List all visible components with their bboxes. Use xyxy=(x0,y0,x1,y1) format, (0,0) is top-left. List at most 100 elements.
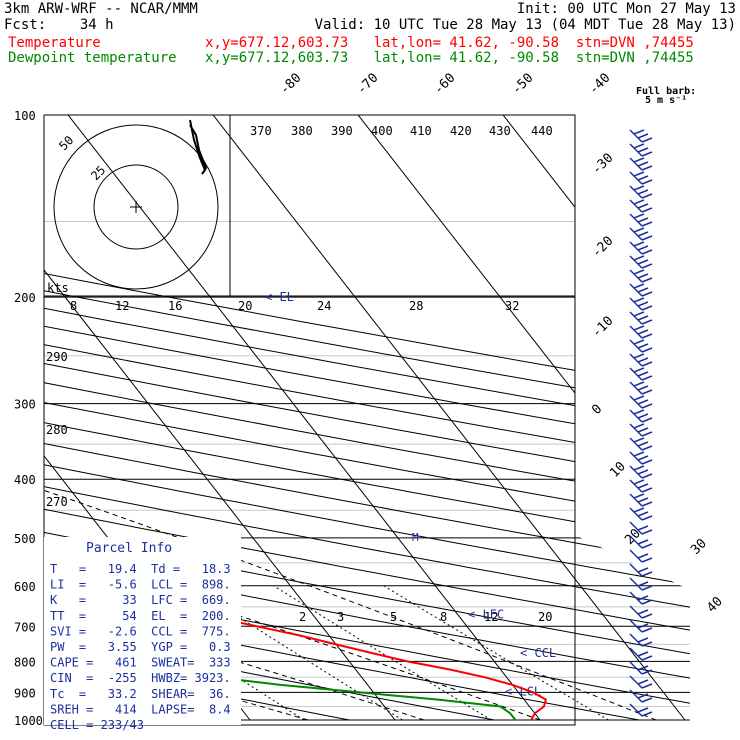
isotherm-label: -60 xyxy=(431,71,458,98)
wind-barb-flag xyxy=(641,151,653,157)
wind-barb-flag xyxy=(641,669,653,675)
isotherm xyxy=(212,115,686,721)
parcel-info-row: CELL = 233/43 xyxy=(50,718,144,732)
model-title: 3km ARW-WRF -- NCAR/MMM xyxy=(4,1,198,17)
pressure-label: 500 xyxy=(14,532,36,546)
theta-label: 390 xyxy=(331,124,353,138)
m-marker: M xyxy=(412,531,419,544)
wind-barb-flag xyxy=(633,227,645,233)
wind-barb-flag xyxy=(633,465,645,471)
wind-barb-flag xyxy=(641,599,653,605)
theta-label: 410 xyxy=(410,124,432,138)
wind-barbs: Full barb:5 m s⁻¹ xyxy=(629,86,696,717)
pressure-label: 400 xyxy=(14,473,36,487)
wind-barb-flag xyxy=(637,147,649,153)
isotherm xyxy=(67,115,541,721)
temperature-legend-info: x,y=677.12,603.73 lat,lon= 41.62, -90.58… xyxy=(205,35,694,51)
wind-barb-flag xyxy=(633,143,645,149)
wind-barb-flag xyxy=(641,361,653,367)
wind-barb xyxy=(629,269,643,283)
wind-barb-flag xyxy=(641,655,653,661)
wind-barb xyxy=(629,157,643,171)
wind-barb xyxy=(629,549,643,563)
wind-barb xyxy=(629,563,643,577)
wind-barb-flag xyxy=(633,199,645,205)
wind-barb-flag xyxy=(641,711,653,717)
pressure-label: 700 xyxy=(14,620,36,634)
wind-barb-flag xyxy=(641,277,653,283)
wind-barb-flag xyxy=(641,207,653,213)
isotherm-label: -10 xyxy=(589,314,616,341)
parcel-info-background xyxy=(44,537,241,725)
temperature-trace xyxy=(44,115,547,721)
theta-label: 420 xyxy=(450,124,472,138)
wind-barb xyxy=(629,311,643,325)
wind-barb-flag xyxy=(637,455,649,461)
forecast-hour: Fcst: 34 h xyxy=(4,17,114,33)
wind-barb-flag xyxy=(633,493,645,499)
level-ccl-label: < CCL xyxy=(520,646,556,660)
parcel-info-panel: Parcel Info T = 19.4 Td = 18.3 LI = -5.6 L… xyxy=(44,537,241,732)
wind-barb-flag xyxy=(641,487,653,493)
wind-barb-flag xyxy=(641,417,653,423)
wind-barb xyxy=(629,661,643,675)
wind-barb xyxy=(629,213,643,227)
wind-barb-flag xyxy=(641,333,653,339)
wind-barb xyxy=(629,143,643,157)
wind-barb-flag xyxy=(637,483,649,489)
wind-barb-flag xyxy=(633,157,645,163)
wind-barb xyxy=(629,591,643,605)
wind-barb-flag xyxy=(637,651,649,657)
wind-barb xyxy=(629,535,643,549)
isotherm-label: 40 xyxy=(704,594,726,616)
wind-barb xyxy=(629,409,643,423)
wind-barb-flag xyxy=(641,557,653,563)
wind-barb-flag xyxy=(641,305,653,311)
wind-barb-flag xyxy=(641,473,653,479)
mixing-ratio-line xyxy=(189,585,403,721)
wind-barb xyxy=(629,437,643,451)
wind-barb-flag xyxy=(633,269,645,275)
wind-barb-flag xyxy=(633,423,645,429)
theta-label: 370 xyxy=(250,124,272,138)
wind-barb xyxy=(629,367,643,381)
hodograph-ring xyxy=(93,164,179,250)
wind-barb-flag xyxy=(641,221,653,227)
wind-barb-flag xyxy=(641,263,653,269)
speed-axis-label: 8 xyxy=(70,299,77,313)
parcel-info-row: TT = 54 EL = 200. xyxy=(50,609,231,623)
wind-barb xyxy=(629,395,643,409)
parcel-info-row: PW = 3.55 YGP = 0.3 xyxy=(50,640,231,654)
wind-barb-flag xyxy=(641,585,653,591)
wind-barb-flag xyxy=(637,469,649,475)
wind-barb-flag xyxy=(637,385,649,391)
plot-frame xyxy=(43,114,576,726)
dry-adiabat xyxy=(44,115,690,721)
mixing-ratio-label: 5 xyxy=(390,610,397,624)
wind-barb-flag xyxy=(633,171,645,177)
parcel-info-row: SVI = -2.6 CCL = 775. xyxy=(50,624,231,638)
moist-adiabat xyxy=(44,296,657,721)
wind-barb-flag xyxy=(633,311,645,317)
pressure-label: 100 xyxy=(14,109,36,123)
dry-adiabat xyxy=(44,115,690,721)
wind-barb-flag xyxy=(633,213,645,219)
wind-barb-flag xyxy=(633,507,645,513)
wind-barb xyxy=(629,703,643,717)
wind-barb-flag xyxy=(641,291,653,297)
wind-barb xyxy=(629,423,643,437)
pressure-label: 300 xyxy=(14,398,36,412)
wind-barb xyxy=(629,479,643,493)
dry-adiabat xyxy=(44,115,495,721)
wind-barb-flag xyxy=(641,249,653,255)
wind-barb-flag xyxy=(637,231,649,237)
wind-barb-flag xyxy=(641,347,653,353)
parcel-info-row: LI = -5.6 LCL = 898. xyxy=(50,578,231,592)
mixing-ratio-label: 12 xyxy=(484,610,498,624)
wind-barb-flag xyxy=(641,403,653,409)
wind-barb-flag xyxy=(633,129,645,135)
wind-barb-flag xyxy=(637,595,649,601)
theta-label: 440 xyxy=(531,124,553,138)
wind-barb-flag xyxy=(637,175,649,181)
mixing-ratio-label: 2 xyxy=(299,610,306,624)
